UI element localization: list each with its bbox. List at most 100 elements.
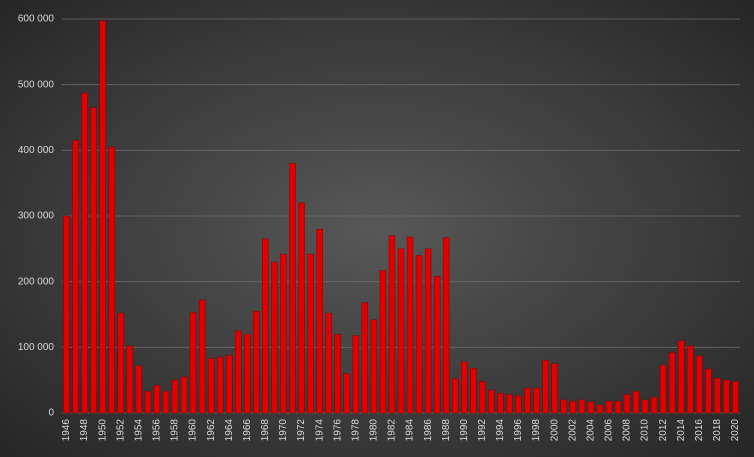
bar <box>542 360 549 414</box>
x-tick-label: 1956 <box>152 419 163 442</box>
x-tick-label: 1994 <box>495 419 506 442</box>
bar <box>397 248 405 414</box>
y-tick-label: 400 000 <box>18 145 55 156</box>
y-tick-label: 600 000 <box>18 14 55 25</box>
x-tick-label: 1974 <box>314 419 325 442</box>
bar <box>72 140 79 414</box>
bar <box>551 363 558 414</box>
bar <box>623 394 631 414</box>
y-tick-label: 300 000 <box>18 211 55 222</box>
bar <box>723 379 730 414</box>
bar <box>280 253 287 414</box>
x-tick-label: 2016 <box>694 419 705 442</box>
bar <box>687 345 694 414</box>
bar <box>641 399 649 414</box>
bar <box>307 253 314 414</box>
bar <box>479 381 486 414</box>
bar <box>732 381 739 414</box>
x-tick-label: 1966 <box>242 419 253 442</box>
x-tick-label: 1986 <box>423 419 434 442</box>
bar <box>171 379 179 414</box>
y-tick-label: 0 <box>48 408 54 419</box>
bar <box>497 393 504 414</box>
bar <box>226 354 233 414</box>
bar <box>189 312 197 414</box>
bar <box>334 333 341 414</box>
bar <box>696 355 703 414</box>
bar <box>289 163 296 414</box>
bar <box>650 396 658 414</box>
bar <box>216 356 224 414</box>
x-tick-label: 1952 <box>115 419 126 442</box>
bar <box>705 368 712 414</box>
bar <box>253 310 260 414</box>
bar <box>461 361 468 414</box>
bar <box>325 312 332 414</box>
x-tick-label: 1970 <box>278 419 289 442</box>
x-tick-label: 1988 <box>441 419 452 442</box>
bar <box>596 404 604 414</box>
bar <box>605 400 613 414</box>
x-tick-label: 1982 <box>387 419 398 442</box>
x-tick-label: 1948 <box>79 419 90 442</box>
x-tick-label: 1972 <box>296 419 307 442</box>
x-tick-label: 2004 <box>585 419 596 442</box>
x-tick-label: 1968 <box>260 419 271 442</box>
x-tick-label: 1998 <box>531 419 542 442</box>
bar <box>614 400 622 414</box>
x-tick-label: 2014 <box>676 419 687 442</box>
bar <box>714 377 721 414</box>
bar <box>569 400 576 414</box>
bar <box>406 236 414 414</box>
bar <box>63 215 70 414</box>
bar <box>162 391 170 414</box>
x-tick-label: 1954 <box>133 419 144 442</box>
bar <box>388 235 396 414</box>
bar <box>587 401 595 414</box>
y-tick-label: 200 000 <box>18 276 55 287</box>
bar <box>524 387 531 414</box>
bar <box>198 299 206 414</box>
x-tick-label: 1962 <box>206 419 217 442</box>
bar <box>361 302 369 414</box>
bar <box>659 364 667 414</box>
bar <box>298 202 305 414</box>
bar <box>153 385 161 414</box>
bar <box>343 373 350 414</box>
bar <box>442 237 450 414</box>
x-tick-label: 1976 <box>332 419 343 442</box>
bar <box>668 352 676 414</box>
x-tick-label: 1950 <box>97 419 108 442</box>
bar <box>632 391 640 414</box>
bar <box>452 378 459 414</box>
bar <box>678 340 685 414</box>
bar <box>262 238 269 414</box>
bar <box>126 345 134 414</box>
x-tick-label: 1984 <box>405 419 416 442</box>
bar <box>235 330 242 414</box>
bar <box>560 399 567 414</box>
x-tick-label: 1990 <box>459 419 470 442</box>
bar <box>578 399 586 414</box>
bar <box>470 368 477 414</box>
bar <box>533 387 540 414</box>
x-tick-label: 2020 <box>730 419 741 442</box>
x-tick-label: 2006 <box>604 419 615 442</box>
bar <box>207 358 215 414</box>
x-tick-label: 1958 <box>170 419 181 442</box>
x-tick-label: 1992 <box>477 419 488 442</box>
x-tick-label: 1960 <box>188 419 199 442</box>
bar <box>144 391 152 414</box>
bar <box>433 276 441 414</box>
bar <box>424 248 432 414</box>
x-tick-label: 1996 <box>513 419 524 442</box>
bar <box>352 335 360 414</box>
bar <box>316 228 323 414</box>
bar <box>117 312 124 414</box>
bar <box>415 255 423 414</box>
bar <box>90 107 97 414</box>
bar <box>99 20 106 414</box>
x-tick-label: 2000 <box>549 419 560 442</box>
y-tick-label: 500 000 <box>18 79 55 90</box>
x-tick-label: 1980 <box>369 419 380 442</box>
